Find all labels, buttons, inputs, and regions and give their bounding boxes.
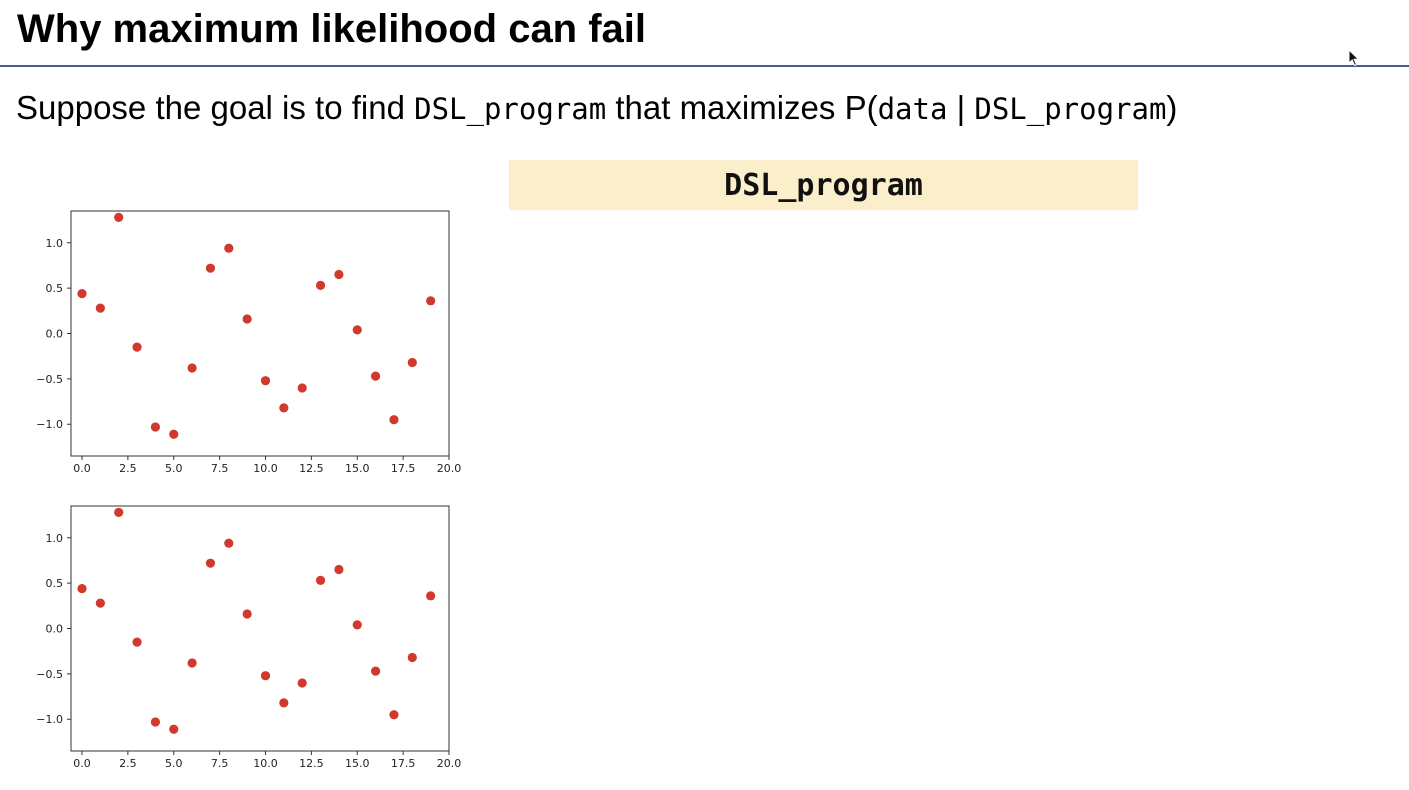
data-point — [169, 429, 179, 439]
x-tick-label: 0.0 — [73, 462, 91, 474]
y-tick-label: 1.0 — [46, 532, 64, 545]
y-tick-label: −1.0 — [36, 713, 63, 726]
data-point — [315, 575, 326, 586]
data-point — [371, 666, 381, 676]
slide-title: Why maximum likelihood can fail — [17, 7, 647, 51]
data-point — [242, 609, 252, 619]
data-point — [187, 363, 197, 373]
x-tick-label: 17.5 — [391, 462, 416, 474]
y-tick-label: 1.0 — [46, 237, 64, 250]
data-point — [279, 698, 289, 708]
data-point — [205, 558, 216, 568]
data-point — [352, 325, 362, 335]
x-tick-label: 15.0 — [345, 462, 370, 474]
x-tick-label: 17.5 — [391, 757, 416, 769]
y-tick-label: 0.5 — [46, 577, 64, 590]
subtitle-code-data: data — [877, 92, 948, 126]
data-point — [77, 288, 87, 299]
x-tick-label: 10.0 — [253, 757, 278, 769]
dsl-program-box: DSL_program — [509, 160, 1138, 210]
data-point — [407, 357, 417, 368]
subtitle-sentence: Suppose the goal is to find DSL_program … — [16, 88, 1177, 129]
data-point — [297, 383, 307, 393]
data-point — [150, 422, 161, 432]
x-tick-label: 20.0 — [437, 462, 462, 474]
data-point — [426, 591, 436, 601]
data-point — [77, 583, 87, 594]
scatter-plot-top-svg: 0.0 2.5 5.0 7.5 10.0 12.5 15.0 17.5 20.0 1.0 0.5 0.… — [36, 210, 462, 474]
x-tick-label: 12.5 — [299, 757, 324, 769]
x-tick-label: 15.0 — [345, 757, 370, 769]
x-tick-label: 7.5 — [211, 757, 229, 769]
subtitle-middle: that maximizes P( — [606, 89, 878, 126]
data-point — [132, 637, 142, 647]
x-tick-label: 2.5 — [119, 462, 137, 474]
y-tick-label: 0.5 — [46, 282, 64, 295]
data-point — [169, 724, 179, 734]
y-tick-label: −0.5 — [36, 373, 63, 386]
subtitle-bar: | — [947, 89, 975, 126]
x-tick-label: 5.0 — [165, 757, 183, 769]
data-point — [114, 212, 124, 222]
data-point — [114, 507, 124, 517]
x-tick-label: 7.5 — [211, 462, 229, 474]
scatter-plot-bottom-svg: 0.0 2.5 5.0 7.5 10.0 12.5 15.0 17.5 20.0 1.0 0.5 0.… — [36, 505, 462, 769]
data-point — [150, 717, 161, 727]
subtitle-suffix: ) — [1166, 89, 1178, 126]
y-tick-label: −1.0 — [36, 418, 63, 431]
y-tick-label: −0.5 — [36, 668, 63, 681]
data-point — [205, 263, 216, 273]
x-tick-label: 5.0 — [165, 462, 183, 474]
y-tick-label: 0.0 — [46, 623, 64, 636]
data-point — [297, 678, 307, 688]
y-tick-label: 0.0 — [46, 328, 64, 341]
data-point — [279, 403, 289, 413]
title-divider — [0, 65, 1409, 67]
x-tick-label: 10.0 — [253, 462, 278, 474]
data-point — [224, 538, 234, 548]
data-point — [407, 652, 417, 663]
data-point — [95, 598, 105, 608]
data-point — [224, 243, 234, 253]
data-point — [260, 376, 271, 386]
data-point — [187, 658, 197, 668]
data-point — [371, 371, 381, 381]
data-point — [315, 280, 326, 291]
subtitle-code-program: DSL_program — [414, 92, 607, 126]
x-tick-label: 20.0 — [437, 757, 462, 769]
data-point — [260, 671, 271, 681]
x-tick-label: 0.0 — [73, 757, 91, 769]
data-point — [334, 564, 344, 575]
scatter-plot-bottom: 0.0 2.5 5.0 7.5 10.0 12.5 15.0 17.5 20.0 1.0 0.5 0.… — [0, 499, 480, 769]
data-point — [95, 303, 105, 313]
x-tick-label: 2.5 — [119, 757, 137, 769]
subtitle-prefix: Suppose the goal is to find — [16, 89, 415, 126]
scatter-plot-top: 0.0 2.5 5.0 7.5 10.0 12.5 15.0 17.5 20.0 1.0 0.5 0.… — [0, 204, 480, 474]
data-point — [242, 314, 252, 324]
data-point — [334, 269, 344, 280]
x-tick-label: 12.5 — [299, 462, 324, 474]
mouse-pointer-icon — [1348, 49, 1360, 67]
data-point — [132, 342, 142, 352]
subtitle-code-program-2: DSL_program — [974, 92, 1167, 126]
data-point — [352, 620, 362, 630]
data-point — [389, 415, 399, 425]
dsl-program-label: DSL_program — [724, 167, 923, 203]
data-point — [426, 296, 436, 306]
data-point — [389, 710, 399, 720]
